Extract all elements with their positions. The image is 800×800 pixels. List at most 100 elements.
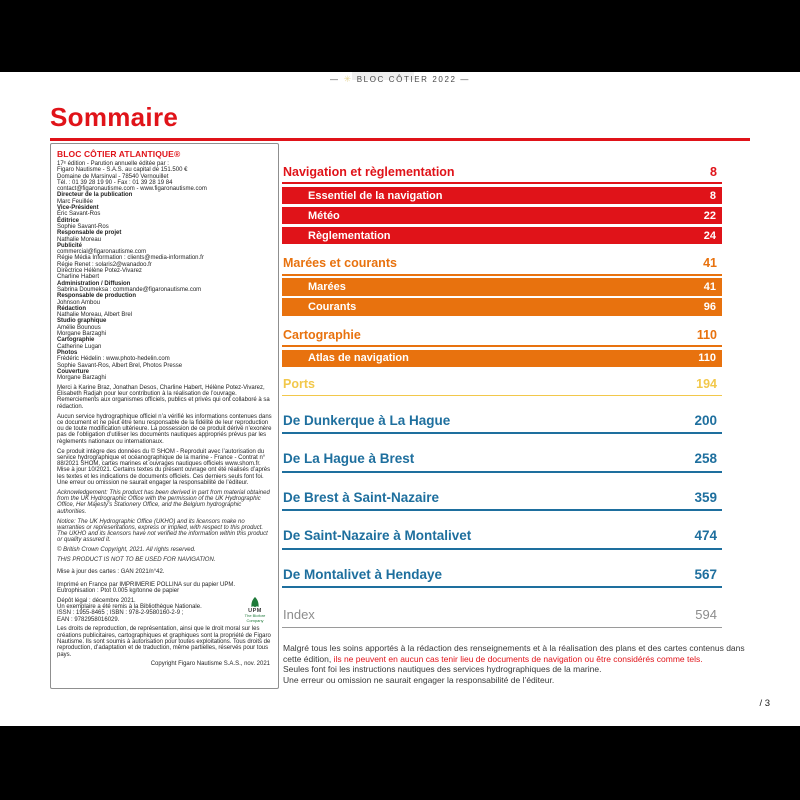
- credits-line: Administration / Diffusion: [57, 280, 131, 287]
- toc-section-label: De La Hague à Brest: [283, 451, 415, 467]
- credits-line: THIS PRODUCT IS NOT TO BE USED FOR NAVIG…: [57, 557, 216, 564]
- credits-line: Cartographie: [57, 337, 95, 344]
- toc-subitem-label: Courants: [308, 301, 357, 313]
- credits-line: Éditrice: [57, 217, 80, 224]
- toc-subitem-label: Marées: [308, 281, 346, 293]
- toc-section-page: 258: [694, 451, 717, 467]
- credits-line: Couverture: [57, 368, 90, 375]
- toc-subitem-label: Atlas de navigation: [308, 352, 409, 365]
- credits-line: Directrice Hélène Potez-Vivarez: [57, 268, 142, 275]
- disclaimer-intro: Malgré tous les soins apportés à la réda…: [283, 643, 745, 664]
- toc-subitem-label: Essentiel de la navigation: [308, 189, 443, 202]
- credits-line: Domaine de Marsinval - 78540 Vernouillet: [57, 173, 169, 180]
- credits-line: Acknowledgement: This product has been d…: [57, 489, 270, 515]
- credits-line: Dépôt légal : décembre 2021.: [57, 597, 136, 604]
- toc-section-page: 8: [710, 165, 717, 179]
- toc-section-label: Navigation et règlementation: [283, 165, 455, 179]
- toc-subitem-page: 22: [703, 209, 716, 222]
- toc-section-heading[interactable]: De Dunkerque à La Hague 200: [282, 413, 722, 435]
- disclaimer-paragraph: Malgré tous les soins apportés à la réda…: [283, 643, 746, 685]
- credits-line: Éric Savant-Ros: [57, 211, 101, 218]
- credits-line: Nathalie Moreau, Albert Brel: [57, 312, 133, 319]
- toc-section-heading[interactable]: De La Hague à Brest 258: [282, 451, 722, 473]
- credits-line: Responsable de production: [57, 293, 137, 300]
- credits-line: ISSN : 1955-8465 ; ISBN : 978-2-9580160-…: [57, 610, 184, 617]
- credits-line: Catherine Lugan: [57, 343, 102, 350]
- toc-section-label: De Montalivet à Hendaye: [283, 566, 443, 582]
- credits-line: Copyright Figaro Nautisme S.A.S., nov. 2…: [150, 661, 270, 668]
- toc-section-label: Cartographie: [283, 327, 361, 342]
- toc-section-heading[interactable]: Cartographie 110: [282, 327, 722, 348]
- toc-section: Marées et courants 41 Marées 41 Cour: [282, 256, 722, 316]
- toc-section-heading[interactable]: Marées et courants 41: [282, 256, 722, 276]
- credits-line: Photos: [57, 349, 78, 356]
- toc-section: De Montalivet à Hendaye 567: [282, 567, 722, 589]
- toc-section-label: De Dunkerque à La Hague: [283, 412, 451, 428]
- toc-section-page: 41: [703, 256, 717, 271]
- toc-section-heading[interactable]: De Saint-Nazaire à Montalivet 474: [282, 528, 722, 550]
- credits-box: BLOC CÔTIER ATLANTIQUE® 17ᵉ édition - Pa…: [50, 143, 279, 689]
- title-rule: [50, 138, 750, 141]
- toc-subitem[interactable]: Marées 41: [282, 278, 722, 296]
- credits-line: Les droits de reproduction, de représent…: [57, 626, 271, 658]
- header-highlight-artifact: [352, 72, 414, 80]
- page-number: / 3: [759, 698, 770, 709]
- toc-section-heading[interactable]: Navigation et règlementation 8: [282, 165, 722, 185]
- toc-subitem[interactable]: Météo 22: [282, 206, 722, 225]
- credits-line: Marc Feuillée: [57, 198, 94, 205]
- toc-section-label: Ports: [283, 377, 315, 392]
- credits-line: Tél. : 01 39 28 19 90 - Fax : 01 39 28 1…: [57, 179, 173, 186]
- toc-section: Ports 194: [282, 377, 722, 396]
- toc-subitem[interactable]: Essentiel de la navigation 8: [282, 186, 722, 205]
- credits-title: BLOC CÔTIER ATLANTIQUE®: [57, 149, 181, 159]
- toc-section-label: Index: [283, 607, 315, 623]
- credits-line: Figaro Nautisme - S.A.S. au capital de 1…: [57, 167, 188, 174]
- toc-section-page: 594: [695, 607, 717, 623]
- credits-line: Frédéric Hédelin : www.photo-hedelin.com: [57, 356, 170, 363]
- toc-section-label: Marées et courants: [283, 256, 397, 271]
- credits-line: Aucun service hydrographique officiel n’…: [57, 413, 272, 445]
- credits-line: Responsable de projet: [57, 230, 122, 237]
- toc-subitems: Atlas de navigation 110: [282, 349, 722, 368]
- toc-section: Navigation et règlementation 8 Essentiel…: [282, 165, 722, 245]
- book-title: BLOC CÔTIER 2022: [356, 75, 457, 84]
- credits-line: Sophie Savant-Ros: [57, 223, 109, 230]
- toc-section-heading[interactable]: Ports 194: [282, 377, 722, 396]
- disclaimer-line3: Une erreur ou omission ne saurait engage…: [283, 674, 555, 685]
- toc-section-page: 567: [694, 566, 717, 582]
- toc-subitem[interactable]: Atlas de navigation 110: [282, 349, 722, 368]
- book-page: — ✳ BLOC CÔTIER 2022 — Sommaire BLOC CÔTIE…: [0, 72, 800, 726]
- credits-line: Amélie Bounous: [57, 324, 101, 331]
- toc-subitem[interactable]: Courants 96: [282, 298, 722, 316]
- credits-line: Charline Habert: [57, 274, 100, 281]
- credits-line: © British Crown Copyright, 2021. All rig…: [57, 547, 196, 554]
- toc-subitem[interactable]: Règlementation 24: [282, 226, 722, 245]
- toc-section-heading[interactable]: Index 594: [282, 607, 722, 629]
- credits-line: Eutrophisation : Ptot 0.005 kg/tonne de …: [57, 587, 180, 594]
- toc-section-label: De Saint-Nazaire à Montalivet: [283, 528, 472, 544]
- credits-line: Sabrina Doumeksa : commande@figaronautis…: [57, 286, 202, 293]
- upm-logo: UPM The Biofore Company: [242, 596, 268, 623]
- toc-subitem-page: 96: [703, 301, 716, 313]
- toc-section-heading[interactable]: De Montalivet à Hendaye 567: [282, 567, 722, 589]
- toc-section-page: 359: [694, 489, 717, 505]
- toc-subitem-page: 8: [709, 189, 716, 202]
- toc-section: De La Hague à Brest 258: [282, 451, 722, 473]
- toc-section-page: 200: [694, 412, 717, 428]
- credits-line: Vice-Président: [57, 205, 99, 212]
- toc-subitem-page: 24: [703, 229, 716, 242]
- toc-section: De Dunkerque à La Hague 200: [282, 413, 722, 435]
- credits-line: commercial@figaronautisme.com: [57, 249, 147, 256]
- credits-line: Johnson Ambou: [57, 299, 101, 306]
- credits-line: Régie Renet : solaris2@wanadoo.fr: [57, 261, 152, 268]
- toc-section-heading[interactable]: De Brest à Saint-Nazaire 359: [282, 490, 722, 512]
- credits-line: Rédaction: [57, 305, 87, 312]
- credits-line: Directeur de la publication: [57, 192, 133, 199]
- credits-line: EAN : 9782958016029.: [57, 616, 120, 623]
- credits-line: Mise à jour des cartes : GAN 2021/n°42.: [57, 569, 165, 576]
- credits-line: Imprimé en France par IMPRIMERIE POLLINA…: [57, 581, 236, 588]
- compass-rose-icon: ✳: [343, 74, 353, 84]
- credits-line: Nathalie Moreau: [57, 236, 102, 243]
- toc-section-page: 110: [696, 327, 717, 342]
